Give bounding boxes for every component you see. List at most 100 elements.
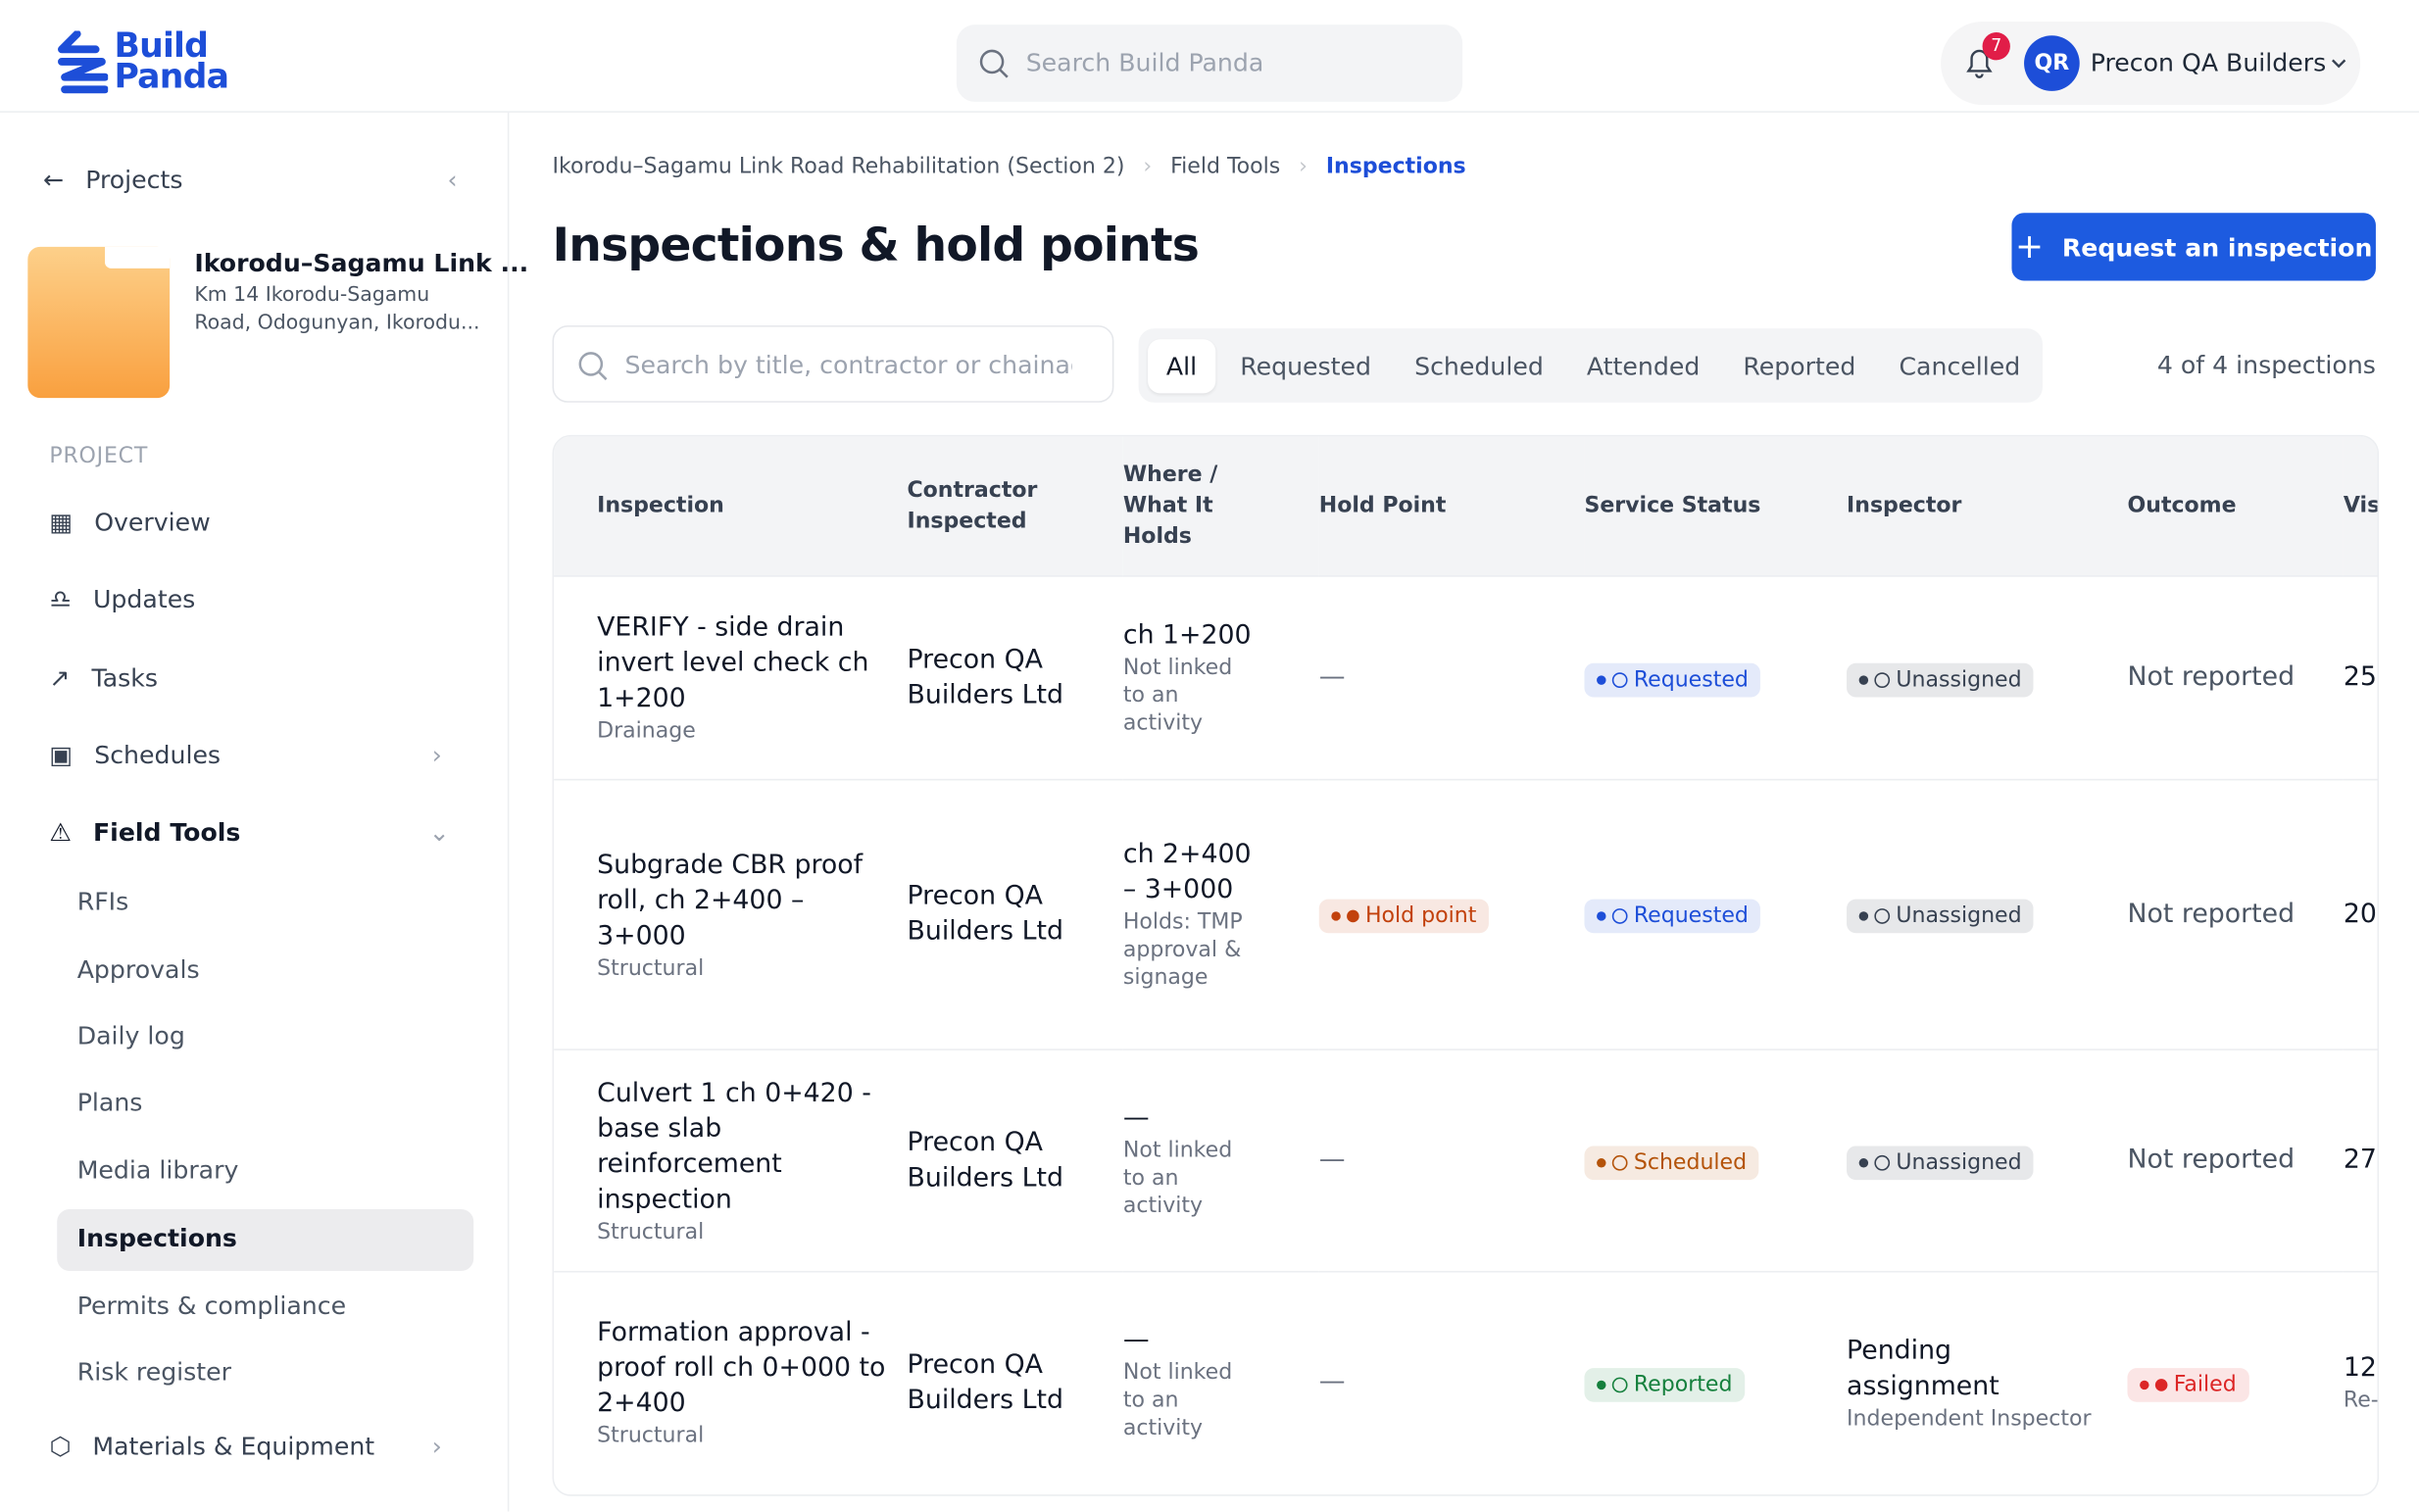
tab[interactable]: Reported <box>1743 351 1856 380</box>
back-link[interactable]: ← Projects <box>43 165 182 194</box>
badge: Requested <box>1584 899 1761 934</box>
inspection-category: Structural <box>597 1424 705 1449</box>
global-search[interactable]: Search Build Panda <box>956 24 1463 102</box>
cell-status: Scheduled <box>1584 1049 1848 1272</box>
crumb-sep: › <box>1299 154 1308 179</box>
nav-text: Field Tools <box>92 817 241 848</box>
search-placeholder: Search Build Panda <box>1025 47 1264 77</box>
badge-icon <box>1611 908 1628 924</box>
crumb[interactable]: Field Tools <box>1170 154 1281 179</box>
sub-nav-item[interactable]: Plans <box>76 1087 143 1117</box>
cell-inspector: Pending assignment Independent Inspector <box>1847 1270 2128 1494</box>
sub-nav-item[interactable]: Risk register <box>76 1357 232 1388</box>
badge-dot <box>1331 911 1341 921</box>
icon: ▣ <box>49 740 74 770</box>
badge-icon <box>2154 1378 2168 1391</box>
badge-dot <box>1597 1157 1606 1167</box>
nav-item[interactable]: ▦ Overview <box>49 508 210 537</box>
cell-outcome: Failed <box>2127 1270 2344 1494</box>
cell-status: Requested <box>1584 575 1848 780</box>
inspection-title: Culvert 1 ch 0+420 - base slab reinforce… <box>597 1077 871 1215</box>
sub-nav-item[interactable]: Approvals <box>76 954 200 985</box>
badge: Hold point <box>1318 899 1489 934</box>
cell-vis: 27 <box>2343 1049 2378 1272</box>
icon: ♎ <box>49 584 72 614</box>
cell-vis: 12 l Re- <box>2343 1270 2378 1494</box>
table-row[interactable]: Culvert 1 ch 0+420 - base slab reinforce… <box>554 1049 2378 1272</box>
tab[interactable]: Scheduled <box>1414 351 1544 380</box>
cell-inspection: VERIFY - side drain invert level check c… <box>554 575 908 780</box>
cell-inspection: Culvert 1 ch 0+420 - base slab reinforce… <box>554 1049 908 1272</box>
badge-dot <box>1597 1380 1606 1390</box>
badge: Unassigned <box>1847 662 2035 697</box>
column-header: Hold Point <box>1318 436 1585 576</box>
cell-inspector: Unassigned <box>1847 1049 2128 1272</box>
tab[interactable]: All <box>1148 338 1216 393</box>
notification-count: 7 <box>1982 32 2010 61</box>
cell-outcome: Not reported <box>2127 778 2344 1050</box>
badge-text: Unassigned <box>1896 666 2022 692</box>
cell-vis: 20 <box>2343 778 2378 1050</box>
column-header: Inspection <box>554 436 908 576</box>
tab[interactable]: Attended <box>1586 351 1701 380</box>
nav-item[interactable]: ⚠ Field Tools <box>49 817 240 847</box>
bell-icon[interactable] <box>1962 46 1997 80</box>
where-main: ch 1+200 <box>1122 619 1252 652</box>
project-thumb <box>27 246 171 399</box>
badge: Scheduled <box>1584 1145 1759 1180</box>
user-menu[interactable]: 7 QR Precon QA Builders <box>1941 22 2361 106</box>
cell-status: Reported <box>1584 1270 1848 1494</box>
folder-tab <box>105 246 171 268</box>
outcome-text: Not reported <box>2127 1144 2296 1176</box>
nav-item[interactable]: ⬡ Materials & Equipment <box>49 1432 374 1461</box>
tab[interactable]: Requested <box>1240 351 1372 380</box>
where-note: Not linked to an activity <box>1122 655 1233 736</box>
table-row[interactable]: Formation approval - proof roll ch 0+000… <box>554 1270 2378 1494</box>
nav-item[interactable]: ↗ Tasks <box>49 663 158 693</box>
sub-nav-item[interactable]: Inspections <box>76 1223 237 1253</box>
badge-dot <box>2140 1380 2149 1390</box>
cell-hold-point: Hold point <box>1318 778 1585 1050</box>
search-icon <box>578 352 608 381</box>
table-row[interactable]: Subgrade CBR proof roll, ch 2+400 – 3+00… <box>554 778 2378 1050</box>
avatar: QR <box>2024 35 2080 91</box>
column-header: Contractor Inspected <box>907 436 1123 576</box>
nav-text: Schedules <box>94 740 222 770</box>
column-header: Vis <box>2343 436 2378 576</box>
chevron: › <box>431 740 442 770</box>
column-header: Service Status <box>1584 436 1848 576</box>
nav-item[interactable]: ▣ Schedules <box>49 741 221 770</box>
cell-status: Requested <box>1584 778 1848 1050</box>
cell-where: ch 1+200 Not linked to an activity <box>1122 575 1319 780</box>
badge: Failed <box>2127 1367 2249 1402</box>
cell-outcome: Not reported <box>2127 1049 2344 1272</box>
crumb[interactable]: Ikorodu–Sagamu Link Road Rehabilitation … <box>552 154 1125 179</box>
button-text: Request an inspection <box>2061 231 2373 262</box>
sub-nav-item[interactable]: Media library <box>76 1154 239 1185</box>
logo[interactable]: Build Panda <box>56 27 241 98</box>
sub-nav-item[interactable]: Permits & compliance <box>76 1291 347 1321</box>
icon: ▦ <box>49 507 74 537</box>
badge-text: Unassigned <box>1896 1149 2022 1175</box>
breadcrumb: Ikorodu–Sagamu Link Road Rehabilitation … <box>552 154 1465 178</box>
badge: Reported <box>1584 1367 1746 1402</box>
sub-nav-item[interactable]: RFIs <box>76 887 129 916</box>
icon: ↗ <box>49 662 71 693</box>
search-icon <box>979 49 1009 78</box>
badge-text: Requested <box>1633 666 1749 692</box>
cell-vis: 25 <box>2343 575 2378 780</box>
badge-text: Requested <box>1633 903 1749 929</box>
request-button[interactable]: + Request an inspection <box>2011 213 2376 281</box>
badge-text: Reported <box>1633 1372 1733 1397</box>
header: Build Panda Search Build Panda 7 QR Prec… <box>0 0 2419 113</box>
where-note: Not linked to an activity <box>1122 1360 1233 1441</box>
collapse[interactable]: ‹ <box>447 165 458 195</box>
where-main: — <box>1122 1325 1150 1356</box>
sub-nav-item[interactable]: Daily log <box>76 1020 185 1050</box>
tab[interactable]: Cancelled <box>1899 351 2021 380</box>
table-row[interactable]: VERIFY - side drain invert level check c… <box>554 575 2378 780</box>
nav-item[interactable]: ♎ Updates <box>49 585 195 614</box>
cell-outcome: Not reported <box>2127 575 2344 780</box>
inspection-title: Formation approval - proof roll ch 0+000… <box>597 1317 886 1420</box>
table-search[interactable]: Search by title, contractor or chainage <box>552 325 1114 403</box>
